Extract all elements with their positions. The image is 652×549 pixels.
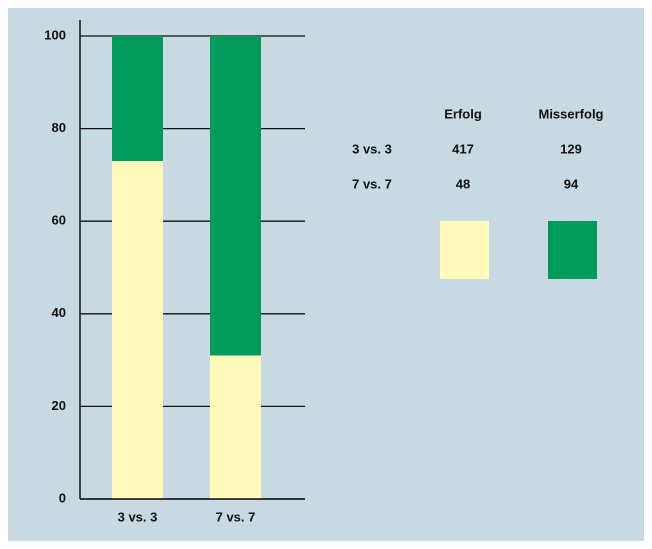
- y-tick-label: 20: [52, 398, 66, 413]
- bar-segment: [210, 36, 261, 356]
- y-tick-label: 60: [52, 213, 66, 228]
- bar-segment: [112, 36, 163, 162]
- table-value: 129: [560, 141, 582, 156]
- legend-label: Misserfolg: [538, 106, 603, 121]
- row-label: 7 vs. 7: [352, 176, 392, 191]
- table-value: 48: [456, 176, 470, 191]
- x-tick-label: 7 vs. 7: [216, 509, 256, 524]
- table-value: 94: [564, 176, 579, 191]
- table-value: 417: [452, 141, 474, 156]
- bar-segment: [112, 161, 163, 499]
- legend-swatch: [548, 221, 597, 279]
- bar-segment: [210, 355, 261, 499]
- y-tick-label: 80: [52, 120, 66, 135]
- legend-label: Erfolg: [444, 106, 482, 121]
- y-tick-label: 40: [52, 305, 66, 320]
- legend-swatch: [440, 221, 489, 279]
- y-tick-label: 0: [59, 490, 66, 505]
- row-label: 3 vs. 3: [352, 141, 392, 156]
- x-tick-label: 3 vs. 3: [118, 509, 158, 524]
- y-tick-label: 100: [44, 27, 66, 42]
